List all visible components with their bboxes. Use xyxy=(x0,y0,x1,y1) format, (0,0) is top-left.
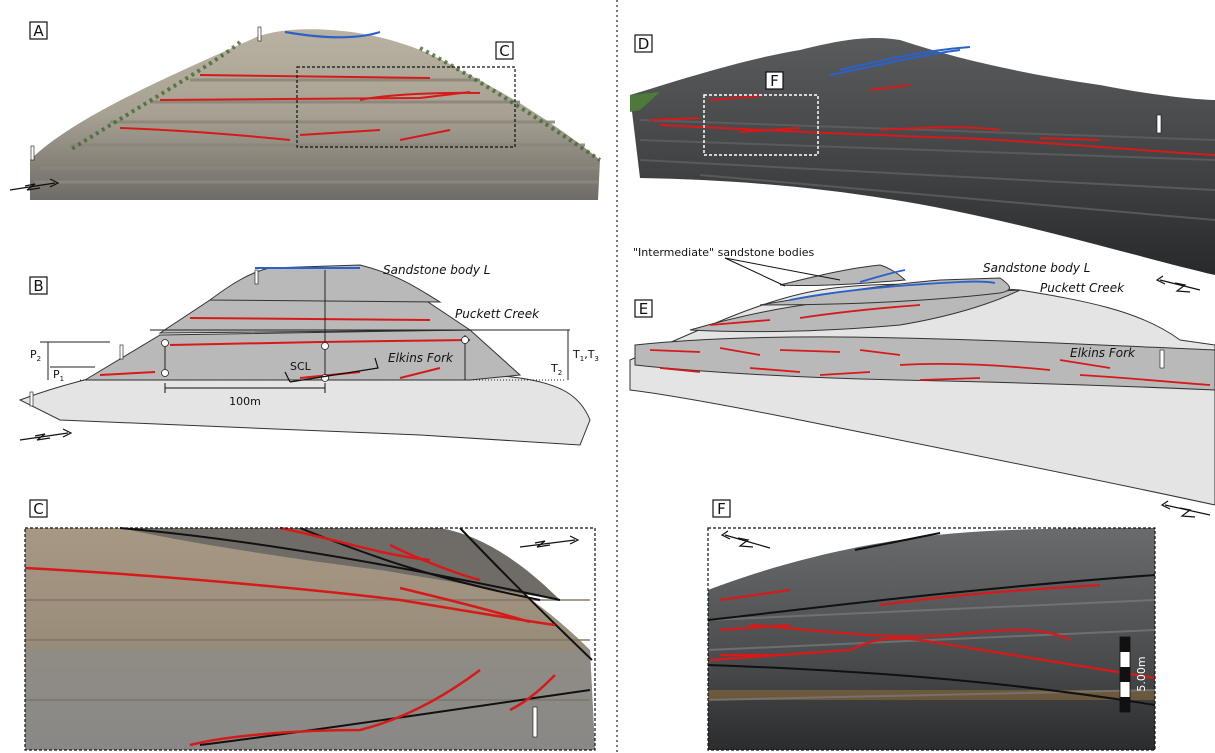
panel-e-scale-bar xyxy=(1159,349,1165,369)
panel-b-p1-label: P1 xyxy=(53,368,64,383)
panel-b-puckett-creek-unit xyxy=(158,299,472,334)
panel-f-label: F xyxy=(717,500,726,518)
panel-a-outcrop-photo xyxy=(30,26,602,200)
panel-a-sandstone-trace xyxy=(284,30,381,39)
panel-b-sandstone-label: Sandstone body L xyxy=(383,263,490,277)
panel-b-elkins-label: Elkins Fork xyxy=(388,351,454,365)
panel-b-scale-line xyxy=(164,383,326,393)
panel-c-scale-bar xyxy=(532,706,538,738)
panel-c-outcrop-photo xyxy=(24,526,595,750)
panel-b-scale-label: 100m xyxy=(229,395,261,408)
panel-b-puckett-label: Puckett Creek xyxy=(455,307,540,321)
panel-d-inset-label-box xyxy=(765,71,784,90)
panel-f-scale-label: 5.00m xyxy=(1135,656,1148,691)
panel-a-channel-traces xyxy=(119,74,481,141)
panel-c-channel-traces xyxy=(24,526,556,747)
panel-d-channel-traces xyxy=(649,84,1215,156)
panel-b-scale-bars xyxy=(29,269,259,407)
panel-b-label: B xyxy=(33,277,43,295)
panel-e-puckett-label: Puckett Creek xyxy=(1040,281,1125,295)
panel-b-p2-label: P2 xyxy=(30,348,41,363)
panel-b-label-box xyxy=(29,276,48,295)
panel-f-frame xyxy=(707,527,1156,751)
panel-f-channel-traces xyxy=(709,583,1156,680)
panel-f-label-box xyxy=(712,499,731,518)
panel-d-inset-label: F xyxy=(770,72,779,90)
panel-d-label-box xyxy=(634,34,653,53)
panel-b-schematic xyxy=(18,264,591,446)
panel-e-channel-traces xyxy=(649,304,1211,386)
panel-e-label-box xyxy=(634,299,653,318)
panel-e-elkins-label: Elkins Fork xyxy=(1070,346,1136,360)
panel-d-outcrop-photo xyxy=(630,38,1215,275)
panel-e-north-arrows xyxy=(1155,275,1211,518)
panel-d-sandstone-traces xyxy=(829,46,971,76)
panel-f-north-arrow xyxy=(720,530,771,549)
panel-e-intermediate-label: "Intermediate" sandstone bodies xyxy=(633,246,815,259)
panel-e-sandstone-label: Sandstone body L xyxy=(983,261,1090,275)
panel-b-t2-label: T2 xyxy=(550,362,562,377)
panel-f-outcrop-photo xyxy=(707,528,1156,750)
panel-c-label-box xyxy=(29,499,48,518)
panel-e-schematic xyxy=(629,257,1215,506)
panel-e-label: E xyxy=(639,300,648,318)
panel-c-frame xyxy=(24,527,596,751)
panel-a-inset-label: C xyxy=(499,42,509,60)
panel-b-north-arrow xyxy=(19,428,73,441)
panel-a-zoom-box xyxy=(296,66,516,148)
panel-f-bounding-surfaces xyxy=(707,532,1156,706)
panel-e-intermediate-arrows xyxy=(724,257,841,287)
panel-b-t1-t3-label: T1,T3 xyxy=(572,348,599,363)
panel-c-label: C xyxy=(33,500,43,518)
panel-f-scale-bar xyxy=(1119,636,1131,713)
panel-a-inset-label-box xyxy=(495,41,514,60)
panel-b-scl-label: SCL xyxy=(290,360,312,373)
panel-a-north-arrow xyxy=(9,178,60,191)
panel-a-scale-bars xyxy=(30,26,262,161)
panel-d-zoom-box xyxy=(703,94,819,156)
panel-b-elkins-fork-unit xyxy=(83,329,522,381)
panel-a-label-box xyxy=(29,21,48,40)
panel-d-label: D xyxy=(638,35,650,53)
panel-c-north-arrow xyxy=(519,535,580,548)
panel-a-label: A xyxy=(33,22,44,40)
panel-d-scale-bar xyxy=(1156,114,1162,134)
